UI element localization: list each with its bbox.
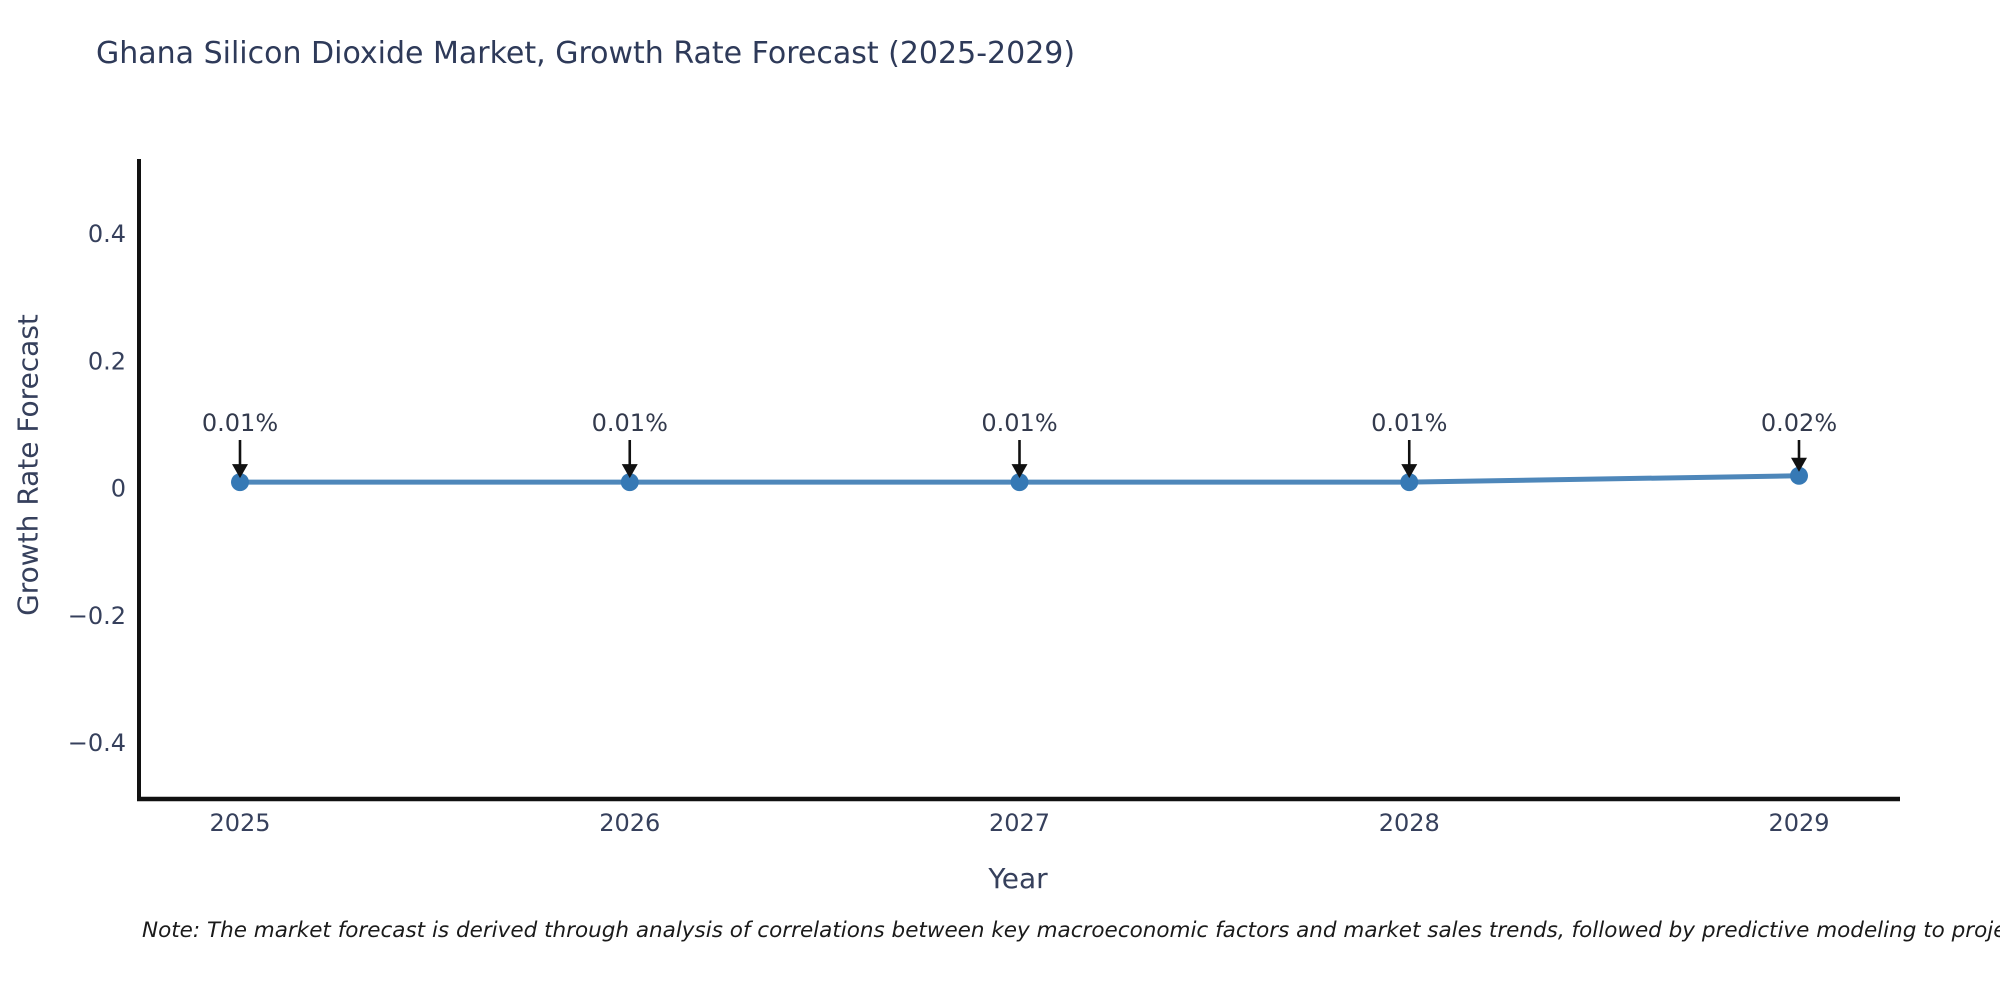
x-tick-label: 2028 <box>1379 809 1440 837</box>
data-point-marker <box>1010 473 1029 492</box>
x-tick-label: 2026 <box>599 809 660 837</box>
x-tick-label: 2025 <box>209 809 270 837</box>
annotation-label: 0.02% <box>1761 409 1837 437</box>
x-tick-label: 2027 <box>989 809 1050 837</box>
y-tick-label: 0.4 <box>88 220 126 248</box>
x-axis-title: Year <box>988 862 1048 895</box>
data-point-marker <box>1790 466 1808 485</box>
x-tick-label: 2029 <box>1768 809 1829 837</box>
chart-title: Ghana Silicon Dioxide Market, Growth Rat… <box>96 36 1076 71</box>
footnote-text: Note: The market forecast is derived thr… <box>142 918 2000 943</box>
data-point-marker <box>1400 473 1419 492</box>
annotation-label: 0.01% <box>981 409 1057 437</box>
annotation-arrow-head <box>1011 464 1028 479</box>
annotation-arrow-head <box>621 464 638 479</box>
annotation-arrow-head <box>1791 457 1807 472</box>
annotation-label: 0.01% <box>592 409 668 437</box>
y-tick-label: −0.4 <box>68 729 126 757</box>
annotation-arrow-head <box>232 464 248 479</box>
annotation-label: 0.01% <box>202 409 278 437</box>
data-point-marker <box>231 473 249 492</box>
annotation-label: 0.01% <box>1371 409 1447 437</box>
data-point-marker <box>620 473 639 492</box>
annotation-arrow-head <box>1401 464 1418 479</box>
y-tick-label: 0.2 <box>88 347 126 375</box>
y-tick-label: −0.2 <box>68 602 126 630</box>
y-tick-label: 0 <box>111 475 126 503</box>
